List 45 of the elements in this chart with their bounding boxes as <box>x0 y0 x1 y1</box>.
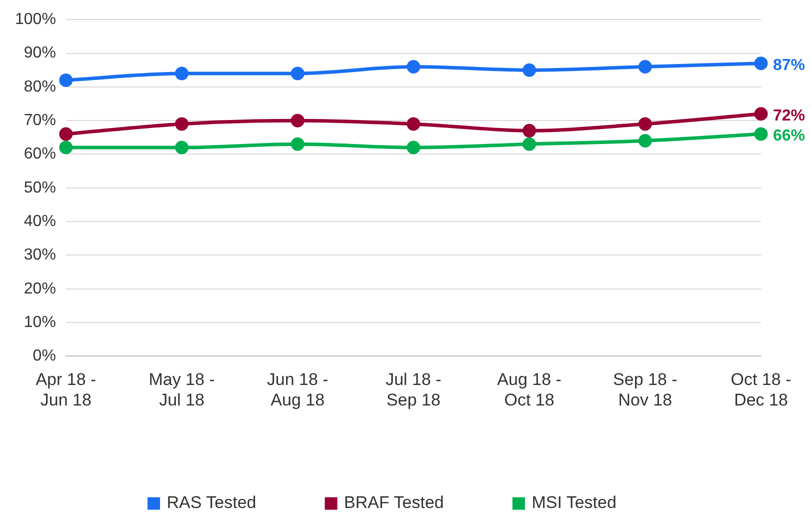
point <box>290 114 304 128</box>
y-tick-label: 50% <box>24 179 56 196</box>
legend-label: BRAF Tested <box>344 493 444 512</box>
point <box>290 137 304 151</box>
point <box>638 134 652 148</box>
point <box>754 107 768 121</box>
point <box>175 66 189 80</box>
x-tick-label: Sep 18 - Nov 18 <box>613 370 678 410</box>
y-tick-label: 10% <box>24 314 56 331</box>
y-tick-label: 80% <box>24 78 56 96</box>
point <box>175 140 189 154</box>
x-tick-label: Jul 18 - Sep 18 <box>386 370 442 410</box>
point <box>754 56 768 70</box>
x-tick-label: May 18 - Jul 18 <box>148 370 215 410</box>
x-tick-label: Jun 18 - Aug 18 <box>266 370 328 410</box>
x-tick-label: Oct 18 - Dec 18 <box>730 370 792 410</box>
point <box>522 124 536 138</box>
point <box>638 60 652 74</box>
point <box>406 60 420 74</box>
y-tick-label: 90% <box>24 44 56 62</box>
y-tick-label: 0% <box>32 348 56 365</box>
point <box>406 140 420 154</box>
y-tick-label: 100% <box>15 11 56 28</box>
y-tick-label: 30% <box>24 246 56 264</box>
point <box>406 117 420 131</box>
y-tick-label: 60% <box>24 146 56 163</box>
point <box>59 140 73 154</box>
point <box>522 137 536 151</box>
y-tick-label: 20% <box>24 280 56 298</box>
data-label: 66% <box>773 127 806 144</box>
y-tick-label: 70% <box>24 112 56 129</box>
point <box>522 63 536 77</box>
point <box>59 73 73 87</box>
legend-label: RAS Tested <box>166 493 256 512</box>
y-tick-label: 40% <box>24 212 56 230</box>
data-label: 87% <box>773 56 806 74</box>
point <box>638 117 652 131</box>
legend-label: MSI Tested <box>532 493 616 512</box>
point <box>754 127 768 141</box>
data-label: 72% <box>773 107 806 124</box>
x-tick-label: Aug 18 - Oct 18 <box>497 370 562 410</box>
point <box>59 127 73 141</box>
point <box>290 66 304 80</box>
x-tick-label: Apr 18 - Jun 18 <box>36 370 96 410</box>
point <box>175 117 189 131</box>
